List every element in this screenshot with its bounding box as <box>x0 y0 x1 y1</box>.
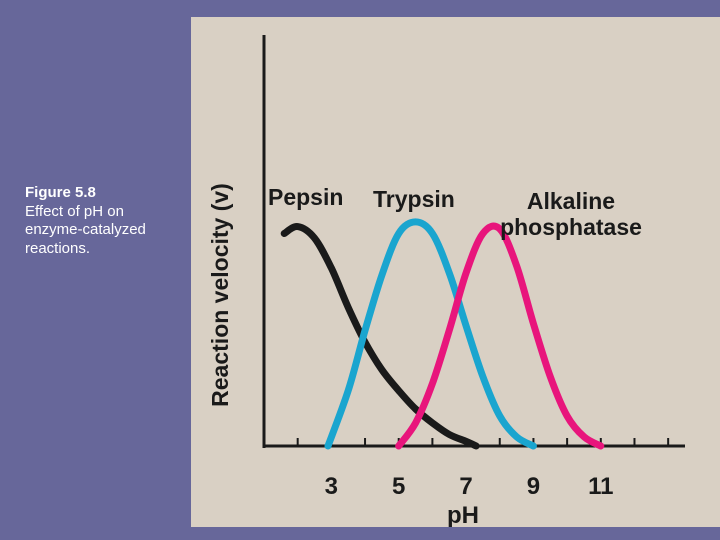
series-labels: Pepsin Trypsin Alkaline phosphatase <box>268 184 642 240</box>
pepsin-label: Pepsin <box>268 184 343 210</box>
x-tick-label: 7 <box>459 473 472 500</box>
alkaline-phosphatase-label: Alkaline phosphatase <box>500 188 642 240</box>
trypsin-curve <box>324 218 537 450</box>
x-tick-labels: 3 5 7 9 11 <box>325 473 614 500</box>
x-tick-label: 3 <box>325 473 338 500</box>
x-tick-label: 5 <box>392 473 405 500</box>
alkaline-phosphatase-curve <box>395 222 605 450</box>
axes <box>262 35 685 448</box>
ph-velocity-chart: 3 5 7 9 11 Pepsin Trypsin Alkaline phosphatase … <box>207 35 685 527</box>
x-axis-label: pH <box>447 502 479 527</box>
figure-description: Effect of pH on enzyme-catalyzed reactio… <box>25 202 146 257</box>
x-tick-label: 11 <box>588 473 613 500</box>
figure-caption: Figure 5.8 Effect of pH on enzyme-cataly… <box>25 184 165 258</box>
trypsin-label: Trypsin <box>373 186 455 212</box>
figure-label: Figure 5.8 <box>25 184 96 201</box>
pepsin-curve <box>280 223 480 450</box>
curves <box>280 218 605 450</box>
chart-panel: 3 5 7 9 11 Pepsin Trypsin Alkaline phosphatase … <box>191 17 720 527</box>
y-axis-label: Reaction velocity (v) <box>207 183 233 407</box>
x-tick-label: 9 <box>527 473 540 500</box>
